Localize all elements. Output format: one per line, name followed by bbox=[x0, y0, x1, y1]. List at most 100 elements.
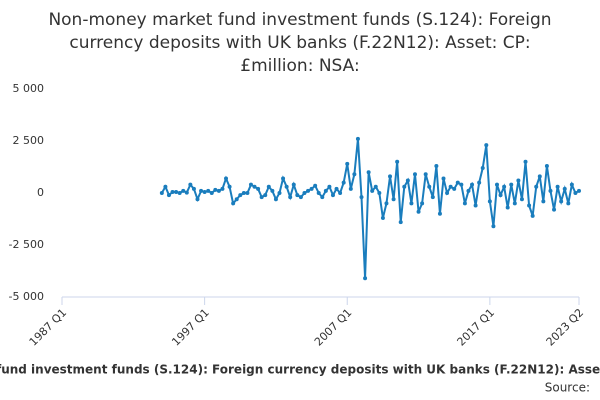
data-point bbox=[455, 180, 460, 185]
x-tick-label: 1997 Q1 bbox=[169, 306, 212, 349]
data-point bbox=[573, 191, 578, 195]
data-point bbox=[519, 197, 524, 202]
data-point bbox=[512, 201, 517, 206]
data-point bbox=[256, 186, 261, 191]
data-point bbox=[302, 191, 307, 195]
data-point bbox=[316, 191, 321, 195]
data-point bbox=[231, 201, 236, 206]
y-tick-label: 2 500 bbox=[13, 134, 45, 147]
x-tick-label: 2023 Q2 bbox=[544, 306, 587, 349]
data-point bbox=[441, 176, 446, 181]
data-point bbox=[220, 186, 225, 191]
chart-title: currency deposits with UK banks (F.22N12… bbox=[69, 33, 530, 53]
data-point bbox=[523, 159, 528, 164]
data-point bbox=[516, 178, 521, 183]
data-point bbox=[534, 184, 539, 189]
data-point bbox=[395, 159, 400, 164]
data-point bbox=[181, 188, 186, 193]
data-point bbox=[295, 193, 300, 198]
data-point bbox=[420, 201, 425, 206]
chart-title: £million: NSA: bbox=[240, 56, 359, 76]
data-point bbox=[480, 166, 485, 171]
data-point bbox=[498, 193, 503, 198]
data-point bbox=[537, 174, 542, 179]
data-point bbox=[206, 188, 211, 193]
data-point bbox=[195, 197, 200, 202]
data-point bbox=[352, 172, 357, 177]
data-point bbox=[423, 172, 428, 177]
data-point bbox=[487, 199, 492, 204]
data-point bbox=[323, 188, 328, 193]
data-point bbox=[288, 195, 293, 200]
data-point bbox=[224, 176, 229, 181]
data-point bbox=[548, 188, 553, 193]
data-point bbox=[484, 143, 489, 148]
data-point bbox=[527, 203, 532, 208]
data-point bbox=[434, 163, 439, 168]
data-point bbox=[320, 195, 325, 200]
data-point bbox=[327, 184, 332, 189]
data-point bbox=[366, 170, 371, 175]
data-point bbox=[462, 201, 467, 206]
y-tick-label: 0 bbox=[37, 186, 44, 199]
data-point bbox=[184, 190, 189, 195]
data-point bbox=[281, 176, 286, 181]
data-point bbox=[363, 276, 368, 281]
data-point bbox=[263, 193, 268, 198]
data-point bbox=[199, 188, 204, 193]
data-point bbox=[459, 182, 464, 187]
data-point bbox=[470, 182, 475, 187]
data-point bbox=[502, 184, 507, 189]
data-point bbox=[530, 213, 535, 218]
data-point bbox=[359, 195, 364, 200]
data-point bbox=[273, 197, 278, 202]
data-point bbox=[298, 195, 303, 200]
data-point bbox=[174, 189, 179, 194]
data-point bbox=[238, 193, 243, 198]
data-point bbox=[384, 201, 389, 206]
x-axis-label: Non-money market fund investment funds (… bbox=[0, 363, 600, 377]
data-point bbox=[552, 207, 557, 212]
data-point bbox=[388, 174, 393, 179]
data-point bbox=[330, 193, 335, 198]
data-point bbox=[430, 195, 435, 200]
data-point bbox=[373, 184, 378, 189]
data-point bbox=[566, 201, 571, 206]
data-point bbox=[213, 187, 218, 192]
data-point bbox=[248, 182, 253, 187]
data-point bbox=[345, 161, 350, 166]
data-point bbox=[170, 189, 175, 194]
data-point bbox=[405, 178, 410, 183]
data-point bbox=[202, 189, 207, 194]
data-point bbox=[437, 211, 442, 216]
data-point bbox=[398, 220, 403, 225]
data-point bbox=[505, 205, 510, 210]
data-point bbox=[370, 188, 375, 193]
data-point bbox=[341, 180, 346, 185]
data-point bbox=[377, 191, 382, 195]
data-point bbox=[555, 184, 560, 189]
data-point bbox=[284, 184, 289, 189]
data-point bbox=[402, 184, 407, 189]
data-point bbox=[277, 191, 282, 195]
data-point bbox=[409, 201, 414, 206]
data-point bbox=[191, 186, 196, 191]
x-tick-label: 1987 Q1 bbox=[27, 306, 70, 349]
data-point bbox=[562, 186, 567, 191]
data-point bbox=[270, 188, 275, 193]
data-point bbox=[338, 191, 343, 195]
data-point bbox=[241, 191, 246, 195]
data-point bbox=[159, 191, 164, 195]
data-point bbox=[477, 180, 482, 185]
data-point bbox=[452, 186, 457, 191]
data-point bbox=[252, 184, 257, 189]
data-point bbox=[291, 182, 296, 187]
data-point bbox=[412, 172, 417, 177]
data-point bbox=[334, 186, 339, 191]
data-point bbox=[306, 188, 311, 193]
data-point bbox=[188, 182, 193, 187]
data-point bbox=[445, 191, 450, 195]
data-point bbox=[391, 197, 396, 202]
x-tick-label: 2017 Q1 bbox=[455, 306, 498, 349]
